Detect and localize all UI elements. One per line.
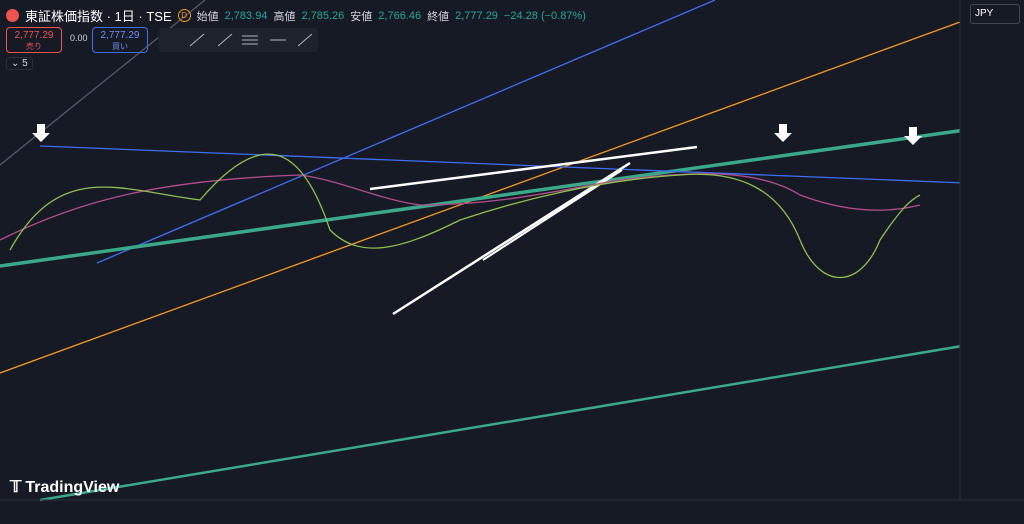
spread: 0.00 — [70, 33, 88, 43]
trend-line — [369, 145, 698, 191]
change: −24.28 (−0.87%) — [503, 9, 586, 22]
badge: D — [177, 9, 191, 22]
trend-line — [392, 161, 631, 316]
price-axis — [960, 0, 1024, 524]
label: 売り — [26, 42, 42, 51]
drawings — [0, 0, 969, 502]
label: 高値 — [273, 10, 296, 23]
logo: 𝕋 TradingView — [10, 479, 120, 496]
logo-text: TradingView — [25, 479, 120, 496]
value: 2,785.26 — [301, 9, 345, 22]
trend-line — [39, 145, 966, 184]
price: 2,777.29 — [100, 30, 140, 41]
label: 安値 — [350, 10, 373, 23]
arrows — [32, 124, 922, 145]
arrow-marker — [32, 124, 50, 142]
arrow-marker — [774, 124, 792, 142]
label: 始値 — [196, 10, 219, 23]
sell-button[interactable]: 2,777.29 売り — [6, 27, 62, 53]
moving-average — [9, 153, 921, 278]
value: 2,783.94 — [224, 9, 268, 22]
symbol[interactable]: 東証株価指数 · 1日 · TSE — [25, 9, 172, 24]
value: 2,766.46 — [378, 9, 422, 22]
count: 5 — [22, 58, 28, 69]
moving-average — [0, 173, 921, 241]
trend-line — [0, 128, 966, 268]
price: 2,777.29 — [14, 30, 54, 41]
trend-line — [0, 0, 206, 166]
indicator-toggle[interactable]: ⌄ 5 — [6, 57, 33, 70]
buy-button[interactable]: 2,777.29 買い — [92, 27, 148, 53]
currency-button[interactable]: JPY — [970, 4, 1020, 24]
symbol-bar: 東証株価指数 · 1日 · TSE D 始値 2,783.94 高値 2,785.2… — [6, 6, 586, 25]
toolbar-icons — [189, 33, 313, 47]
value: 2,777.29 — [455, 9, 498, 22]
trend-line — [39, 343, 969, 502]
arrow-marker — [904, 127, 922, 145]
drawing-toolbar — [158, 28, 318, 52]
symbol-icon — [6, 9, 19, 22]
label: 終値 — [427, 10, 450, 23]
label: 買い — [112, 42, 128, 51]
trend-line — [96, 0, 716, 264]
